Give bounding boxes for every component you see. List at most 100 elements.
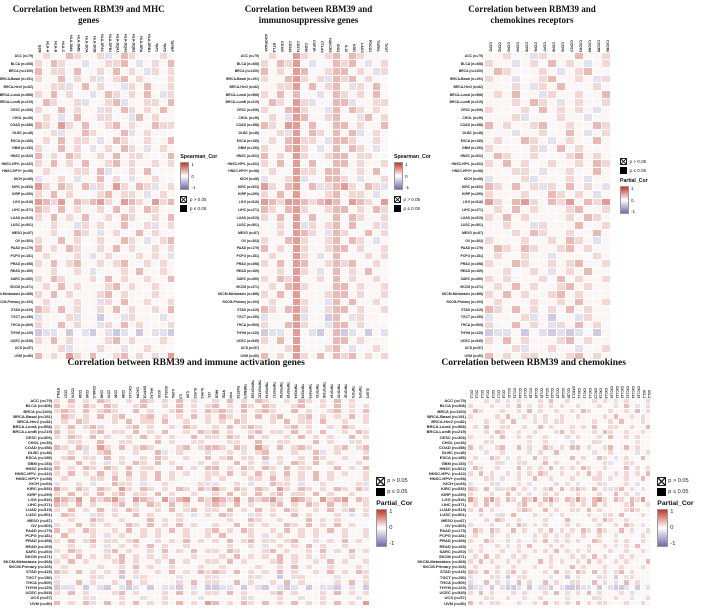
- heatmap-cell: [334, 502, 341, 507]
- heatmap-cell: [112, 129, 120, 137]
- heatmap-cell: [105, 329, 112, 337]
- heatmap-cell: [602, 352, 610, 360]
- heatmap-cell: [532, 398, 538, 403]
- heatmap-cell: [489, 450, 495, 455]
- heatmap-cell: [125, 533, 133, 538]
- heatmap-cell: [530, 168, 538, 175]
- heatmap-cell: [226, 569, 233, 575]
- heatmap-cell: [97, 168, 105, 175]
- heatmap-cell: [640, 414, 646, 419]
- heatmap-cell: [190, 497, 197, 502]
- heatmap-cell: [586, 466, 592, 471]
- heatmap-cell: [82, 460, 90, 466]
- heatmap-cell: [68, 580, 75, 585]
- heatmap-cell: [319, 450, 327, 455]
- heatmap-cell: [61, 512, 68, 518]
- heatmap-row: ESCA (n=185): [452, 137, 612, 145]
- heatmap-cell: [575, 450, 581, 455]
- heatmap-row: GBM (n=153): [416, 460, 651, 466]
- col-label-slot: CXCL3: [587, 370, 592, 398]
- heatmap-cell: [97, 237, 105, 244]
- heatmap-cell: [381, 214, 388, 221]
- heatmap-cell: [120, 114, 128, 121]
- heatmap-cell: [159, 144, 167, 152]
- heatmap-cell: [363, 569, 370, 575]
- heatmap-cell: [317, 168, 324, 175]
- heatmap-cell: [349, 298, 356, 306]
- heatmap-cell: [240, 429, 248, 435]
- heatmap-cell: [167, 352, 175, 360]
- heatmap-cell: [543, 445, 549, 450]
- heatmap-cell: [381, 221, 388, 229]
- heatmap-cell: [154, 486, 162, 492]
- heatmap-cell: [334, 419, 341, 424]
- heatmap-cell: [276, 434, 284, 440]
- heatmap-cell: [505, 486, 511, 492]
- heatmap-cell: [147, 450, 154, 455]
- heatmap-cell: [548, 344, 556, 352]
- col-label: HLA-A: [45, 41, 50, 53]
- heatmap-cell: [219, 403, 226, 409]
- heatmap-cell: [176, 471, 183, 476]
- heatmap-cell: [521, 191, 529, 198]
- heatmap-cell: [50, 175, 58, 183]
- heatmap-cell: [262, 600, 269, 606]
- heatmap-cell: [319, 580, 327, 585]
- heatmap-cell: [54, 408, 61, 414]
- heatmap-cell: [341, 175, 348, 183]
- heatmap-cell: [629, 445, 635, 450]
- heatmap-cell: [58, 237, 66, 244]
- heatmap-cell: [176, 502, 183, 507]
- heatmap-cell: [75, 523, 82, 528]
- heatmap-cell: [112, 206, 120, 214]
- colorbar-tick: 1: [191, 162, 194, 167]
- heatmap-cell: [512, 221, 520, 229]
- heatmap-cell: [341, 214, 348, 221]
- heatmap-cell: [539, 168, 547, 175]
- heatmap-cell: [473, 408, 478, 414]
- heatmap-cell: [566, 198, 574, 206]
- heatmap-cell: [530, 321, 538, 329]
- heatmap-cell: [81, 152, 89, 160]
- heatmap-row: UVM (n=80): [2, 601, 370, 606]
- heatmap-cell: [167, 60, 175, 68]
- heatmap-cell: [261, 337, 268, 344]
- heatmap-row: GBM (n=153): [2, 144, 175, 152]
- heatmap-cell: [233, 445, 241, 450]
- heatmap-cell: [248, 549, 255, 554]
- heatmap-row: BRCA-Her2 (n=82): [452, 83, 612, 91]
- heatmap-cell: [66, 75, 73, 83]
- heatmap-cell: [348, 466, 356, 471]
- heatmap-cell: [468, 450, 473, 455]
- heatmap-cell: [176, 590, 183, 595]
- heatmap-cell: [341, 221, 348, 229]
- heatmap-cell: [128, 106, 136, 114]
- heatmap-cell: [566, 267, 574, 275]
- heatmap-cell: [81, 337, 89, 344]
- col-label-slot: TNFSF14: [327, 370, 334, 398]
- heatmap-cell: [319, 460, 327, 466]
- heatmap-cell: [73, 160, 81, 168]
- row-label: HNSC-HPV+ (n=98): [228, 169, 259, 174]
- heatmap-cell: [50, 237, 58, 244]
- heatmap-cell: [484, 434, 489, 440]
- heatmap-cell: [269, 486, 277, 492]
- heatmap-cell: [473, 445, 478, 450]
- heatmap-cell: [317, 191, 324, 198]
- heatmap-cell: [602, 52, 610, 60]
- heatmap-cell: [333, 252, 340, 260]
- heatmap-cell: [521, 314, 529, 321]
- heatmap-cell: [597, 408, 602, 414]
- heatmap-cell: [75, 580, 82, 585]
- heatmap-cell: [147, 481, 154, 486]
- heatmap-cell: [151, 52, 159, 60]
- heatmap-cell: [575, 75, 583, 83]
- row-label: UCS (n=57): [30, 595, 52, 601]
- heatmap-cell: [575, 291, 583, 298]
- heatmap-cell: [255, 460, 262, 466]
- heatmap-cell: [219, 466, 226, 471]
- heatmap-row: BLCA (n=408): [2, 403, 370, 408]
- heatmap-cell: [597, 429, 602, 435]
- heatmap-cell: [478, 455, 484, 461]
- heatmap-cell: [355, 491, 363, 497]
